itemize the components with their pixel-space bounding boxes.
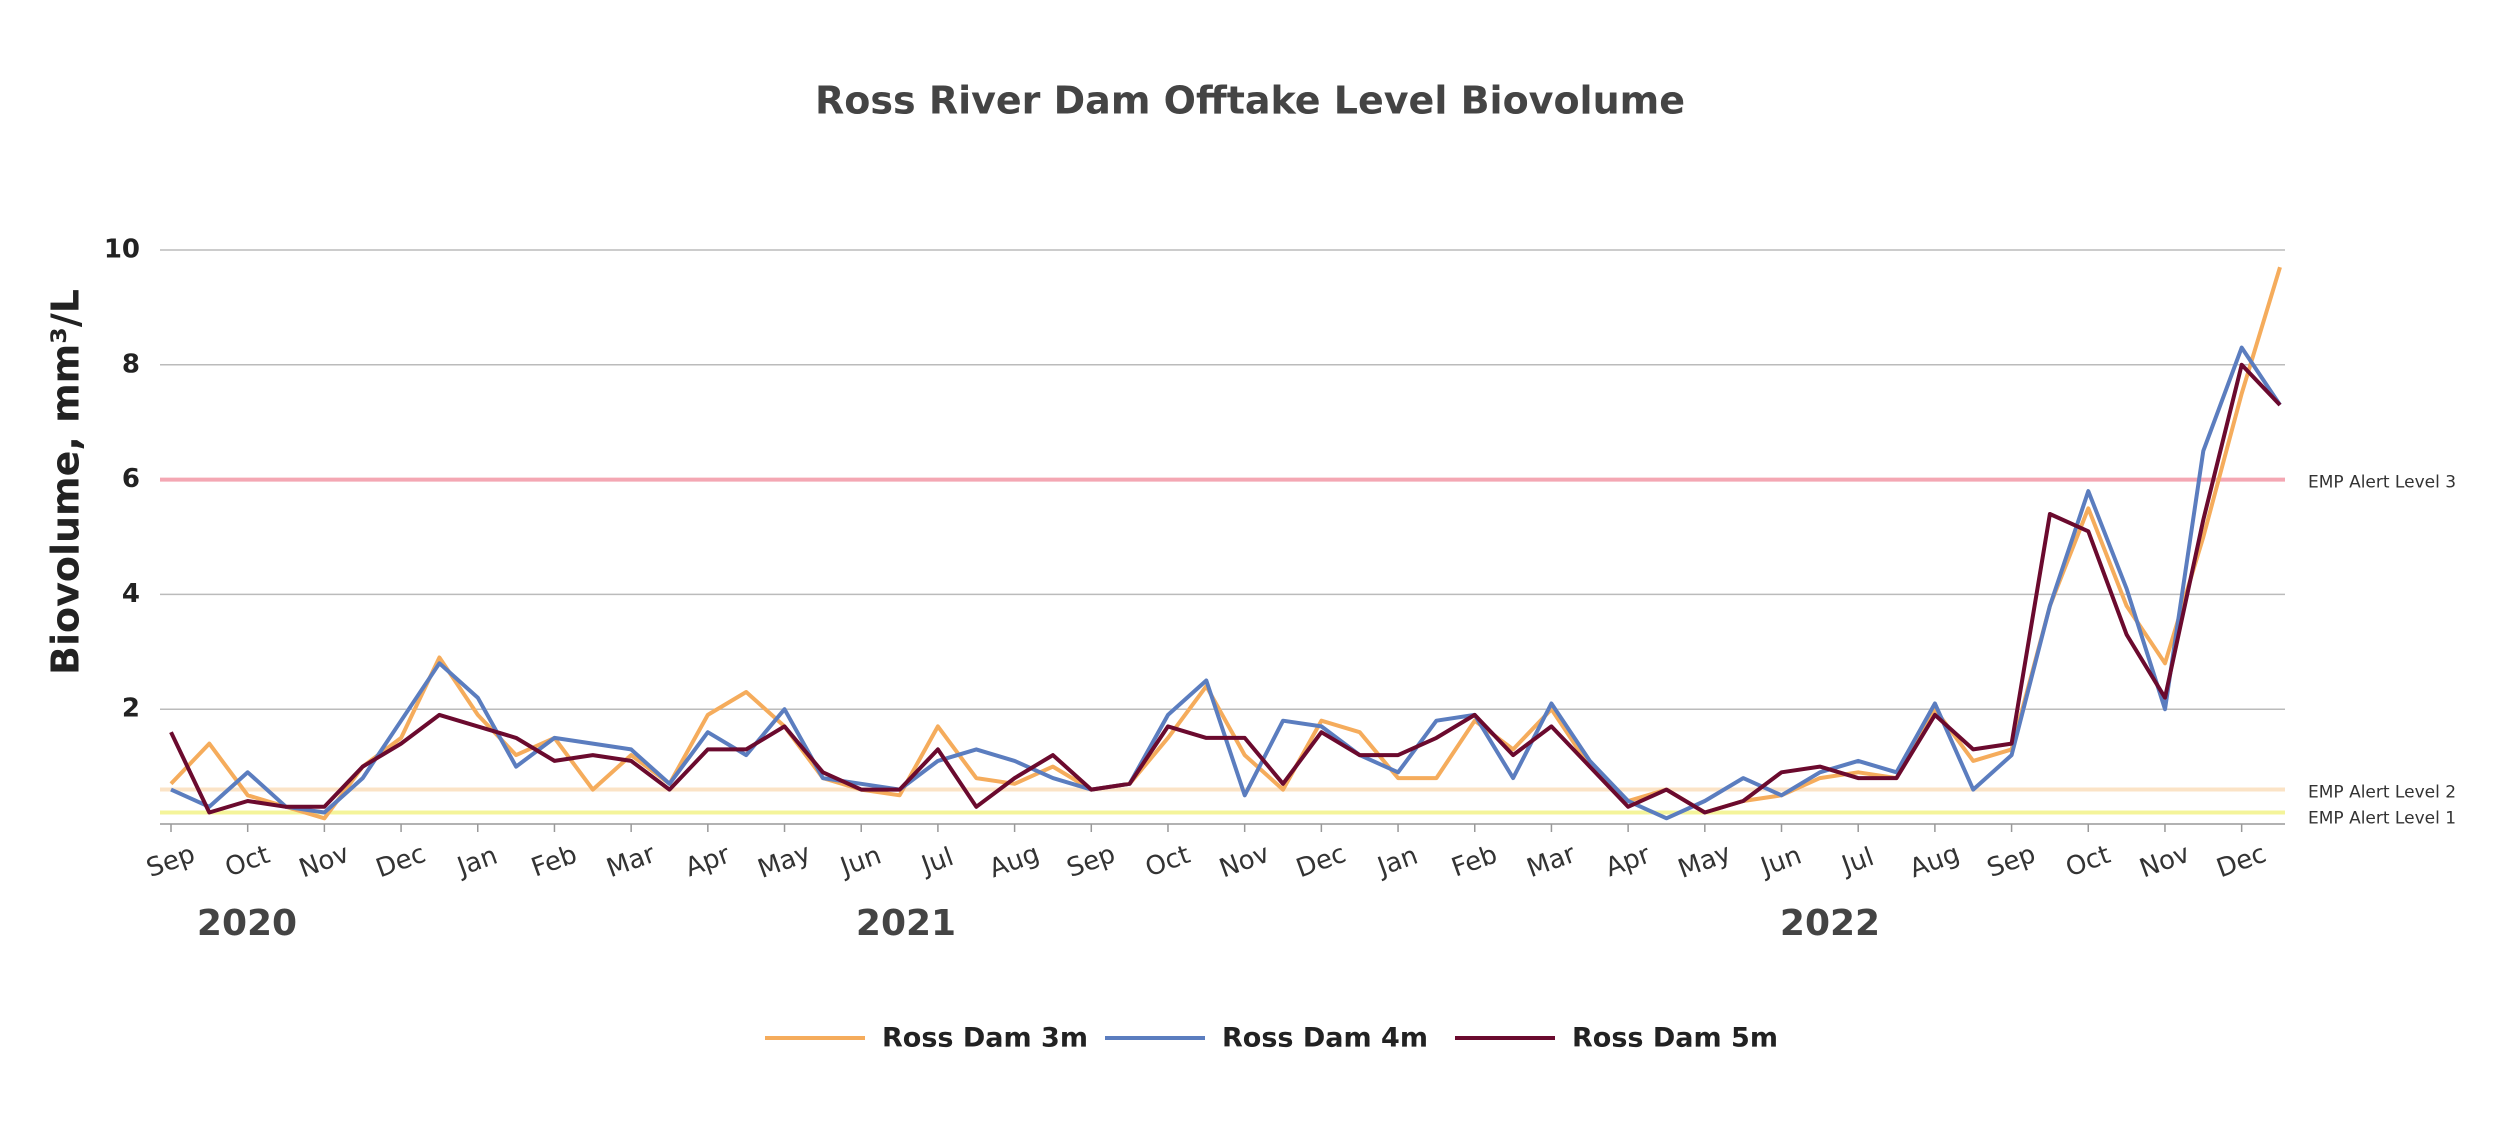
x-tick-label: Apr (681, 840, 734, 884)
x-tick-label: Jun (835, 840, 885, 883)
y-tick-label: 2 (122, 694, 140, 724)
x-tick-label: Feb (1448, 840, 1502, 884)
y-tick-label: 10 (104, 235, 140, 265)
legend-label: Ross Dam 4m (1222, 1023, 1428, 1054)
x-tick-label: Oct (1142, 840, 1195, 884)
x-tick-label: Feb (528, 840, 582, 884)
y-tick-label: 8 (122, 349, 140, 379)
x-tick-label: Oct (221, 840, 274, 884)
series-line (169, 266, 2282, 821)
x-tick-label: Apr (1602, 840, 1655, 884)
y-tick-label: 4 (122, 579, 140, 609)
x-tick-label: Mar (1523, 839, 1580, 884)
x-tick-label: Nov (2136, 839, 2194, 885)
x-tick-label: May (1674, 838, 1735, 885)
alert-label: EMP Alert Level 2 (2308, 783, 2456, 803)
series-line (169, 362, 2282, 815)
x-tick-label: Aug (1906, 839, 1964, 885)
year-label: 2020 (197, 903, 297, 944)
year-label: 2021 (856, 903, 956, 944)
alert-label: EMP Alert Level 1 (2308, 809, 2456, 829)
x-tick-label: Nov (295, 839, 353, 885)
x-tick-label: May (754, 838, 815, 885)
y-tick-label: 6 (122, 464, 140, 494)
x-tick-label: Sep (1063, 839, 1119, 884)
x-tick-label: Sep (1983, 839, 2039, 884)
y-axis-label: Biovolume, mm³/L (44, 289, 88, 675)
x-tick-label: Jan (1372, 841, 1422, 884)
x-tick-label: Dec (1292, 839, 1350, 884)
legend-label: Ross Dam 5m (1572, 1023, 1778, 1054)
x-tick-label: Oct (2062, 840, 2115, 884)
x-tick-label: Dec (2213, 839, 2271, 884)
x-tick-label: Jun (1755, 840, 1805, 883)
chart-title: Ross River Dam Offtake Level Biovolume (815, 79, 1685, 123)
x-tick-label: Mar (603, 839, 660, 884)
x-tick-label: Nov (1216, 839, 1274, 885)
x-tick-label: Sep (143, 839, 199, 884)
x-tick-label: Jul (1836, 842, 1878, 882)
year-label: 2022 (1780, 903, 1880, 944)
x-tick-label: Jul (916, 842, 958, 882)
x-tick-label: Dec (372, 839, 430, 884)
alert-label: EMP Alert Level 3 (2308, 473, 2456, 493)
x-tick-label: Jan (452, 841, 502, 884)
x-tick-label: Aug (985, 839, 1043, 885)
legend-label: Ross Dam 3m (882, 1023, 1088, 1054)
